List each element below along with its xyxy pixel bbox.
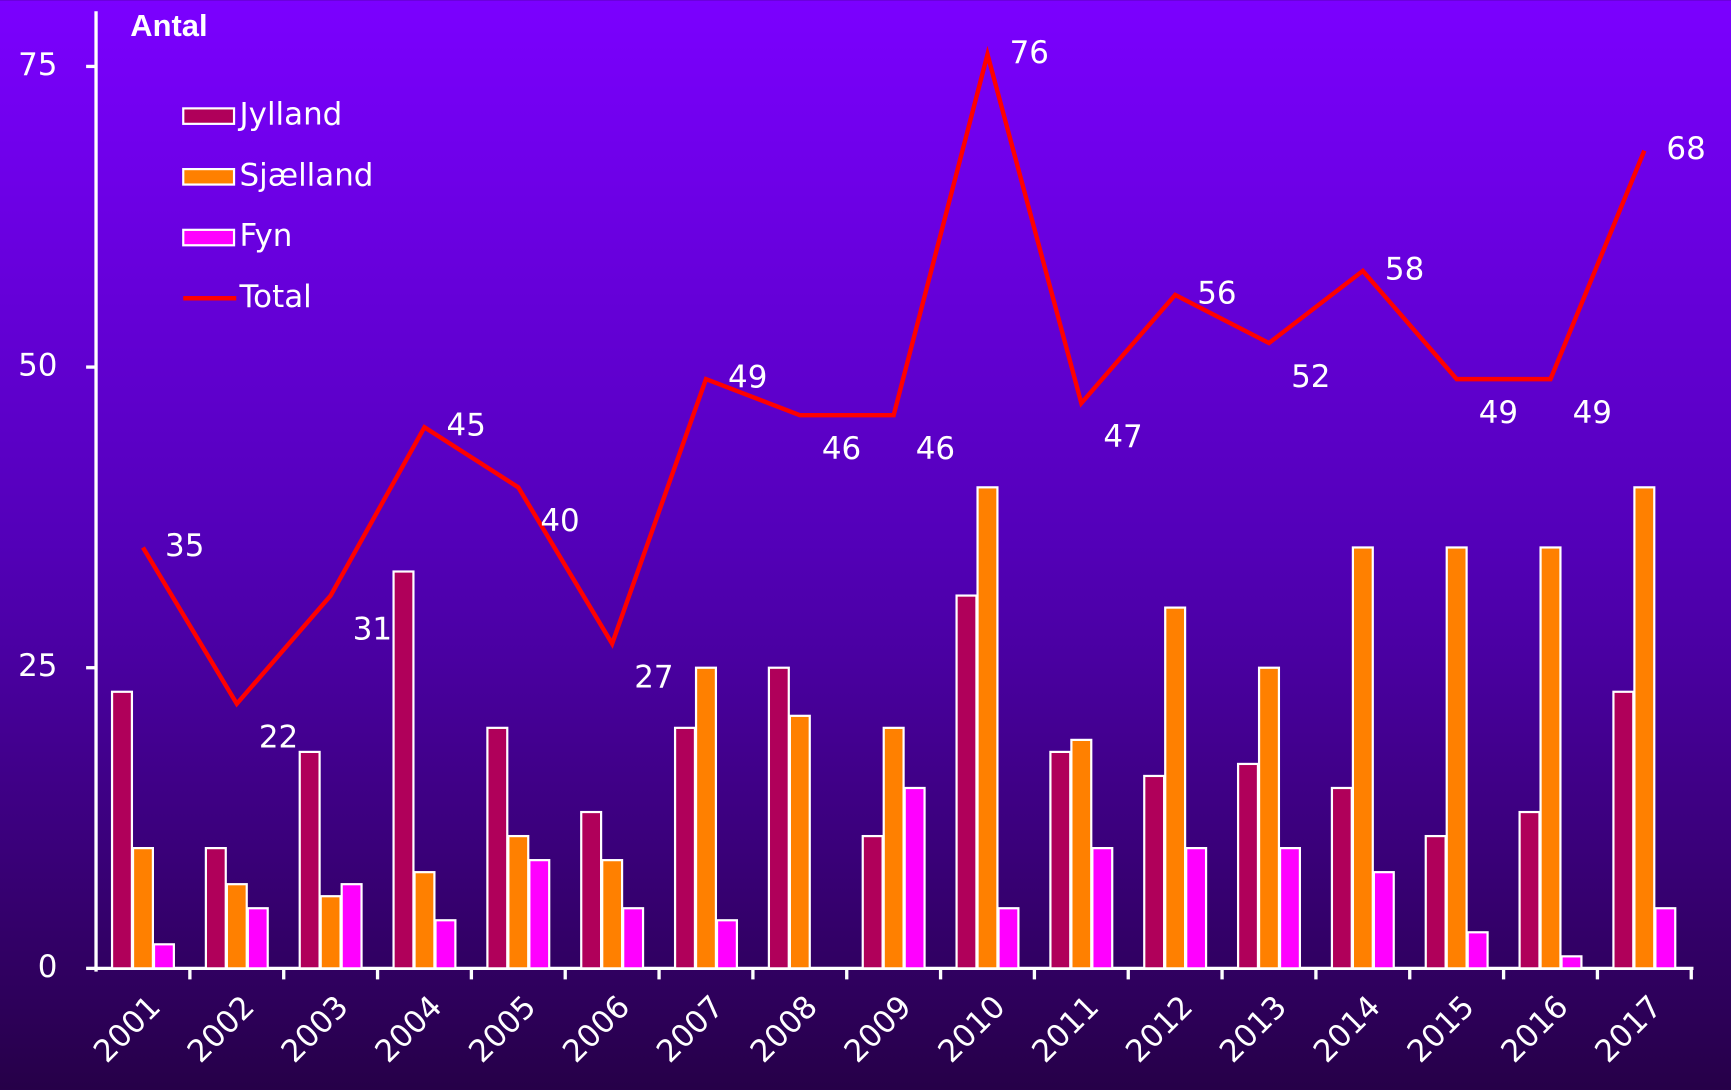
- bar: [1050, 752, 1070, 968]
- legend-label: Jylland: [238, 97, 343, 133]
- bar: [1186, 848, 1206, 968]
- bar: [623, 908, 643, 968]
- bar: [769, 668, 789, 969]
- data-label: 47: [1103, 419, 1142, 455]
- data-label: 46: [822, 431, 861, 467]
- bar: [321, 896, 341, 968]
- bar: [248, 908, 268, 968]
- bar: [863, 836, 883, 968]
- data-label: 27: [634, 659, 673, 695]
- bar: [112, 692, 132, 969]
- y-tick-label: 25: [18, 648, 57, 684]
- data-label: 40: [540, 503, 579, 539]
- bar: [1426, 836, 1446, 968]
- bar: [1634, 487, 1654, 968]
- bar: [300, 752, 320, 968]
- bar: [696, 668, 716, 969]
- bar: [978, 487, 998, 968]
- bar: [1520, 812, 1540, 968]
- bar: [675, 728, 695, 969]
- legend-swatch: [183, 169, 234, 184]
- bar: [999, 908, 1019, 968]
- bar: [1332, 788, 1352, 968]
- data-label: 49: [728, 360, 767, 396]
- data-label: 58: [1385, 251, 1424, 287]
- bar: [1613, 692, 1633, 969]
- data-label: 22: [259, 720, 298, 756]
- bar: [1562, 956, 1582, 968]
- data-label: 31: [353, 611, 392, 647]
- legend-label: Total: [239, 279, 312, 315]
- bar: [1092, 848, 1112, 968]
- bar: [884, 728, 904, 969]
- bar: [1071, 740, 1091, 968]
- y-axis-title: Antal: [130, 8, 207, 43]
- bar: [1655, 908, 1675, 968]
- data-label: 46: [916, 431, 955, 467]
- bar: [529, 860, 549, 968]
- bar: [581, 812, 601, 968]
- bar: [1259, 668, 1279, 969]
- bar: [1447, 547, 1467, 968]
- legend-label: Sjælland: [240, 157, 374, 193]
- bar: [394, 572, 414, 969]
- data-label: 45: [447, 408, 486, 444]
- bar: [436, 920, 456, 968]
- bar: [1353, 547, 1373, 968]
- data-label: 68: [1666, 131, 1705, 167]
- legend-swatch: [183, 230, 234, 245]
- bar: [602, 860, 622, 968]
- bar: [154, 944, 174, 968]
- y-tick-label: 0: [38, 949, 58, 985]
- bar: [790, 716, 810, 969]
- data-label: 52: [1291, 359, 1330, 395]
- bar: [957, 596, 977, 969]
- bar: [1144, 776, 1164, 968]
- bar: [1165, 608, 1185, 969]
- chart: Antal 0255075200120022003200420052006200…: [0, 0, 1731, 1090]
- bar: [227, 884, 247, 968]
- y-tick-label: 50: [18, 348, 57, 384]
- bar: [905, 788, 925, 968]
- bar: [206, 848, 226, 968]
- bar: [1541, 547, 1561, 968]
- bar: [415, 872, 435, 968]
- y-tick-label: 75: [18, 47, 57, 83]
- bar: [133, 848, 153, 968]
- bar: [1374, 872, 1394, 968]
- legend-label: Fyn: [240, 218, 293, 254]
- bar: [487, 728, 507, 969]
- legend-swatch: [183, 108, 234, 123]
- bar: [1238, 764, 1258, 968]
- bar: [508, 836, 528, 968]
- bar: [1280, 848, 1300, 968]
- bar: [342, 884, 362, 968]
- data-label: 76: [1010, 35, 1049, 71]
- data-label: 49: [1573, 395, 1612, 431]
- bar: [1468, 932, 1488, 968]
- bar: [717, 920, 737, 968]
- data-label: 56: [1197, 275, 1236, 311]
- data-label: 35: [165, 528, 204, 564]
- data-label: 49: [1479, 395, 1518, 431]
